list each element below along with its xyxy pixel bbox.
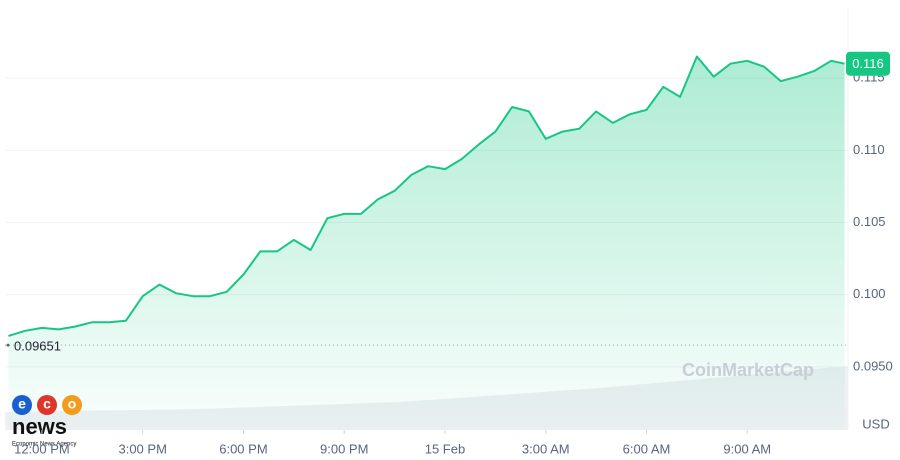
logo: e c o news Economic News Agency [12,395,82,448]
x-tick-label: 9:00 AM [723,441,771,456]
price-area [8,56,845,430]
y-tick-label: 0.105 [853,214,886,229]
x-tick-label: 6:00 AM [623,441,671,456]
currency: USD [862,416,889,431]
x-tick-label: 6:00 PM [219,441,267,456]
x-tick-label: 15 Feb [425,441,465,456]
logo-dot [62,395,82,415]
watermark: CoinMarketCap [682,360,814,380]
logo-letter: c [43,396,51,412]
logo-tagline: Economic News Agency [12,442,76,448]
open-price-dot [6,343,10,347]
price-line [8,55,845,337]
x-tick-label: 3:00 PM [118,441,166,456]
y-tick-label: 0.100 [853,286,886,301]
x-tick-label: 12:00 PM [14,441,70,456]
logo-dot [37,395,57,415]
y-tick-label: 0.110 [853,142,885,157]
open-price-label: 0.09651 [14,339,61,354]
logo-letter: o [68,396,77,412]
logo-name: news [12,414,67,439]
logo-letter: e [18,396,26,412]
y-tick-label: 0.0950 [853,358,893,373]
current-price-label: 0.116 [852,56,884,71]
current-price-badge [846,51,890,76]
x-tick-label: 9:00 PM [320,441,368,456]
logo-dot [12,395,32,415]
x-tick-label: 3:00 AM [522,441,570,456]
